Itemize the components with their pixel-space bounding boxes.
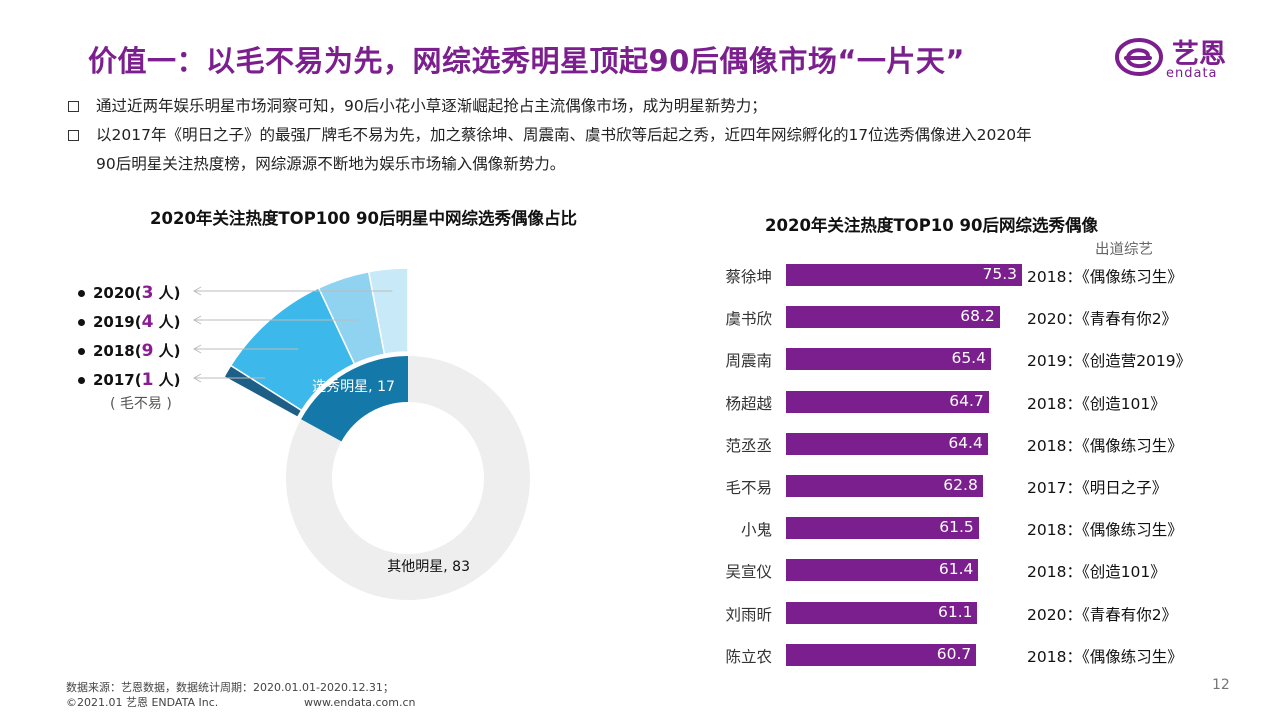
pie-slice-other	[285, 356, 530, 601]
legend-item-2017: 2017(1 人)	[78, 369, 181, 398]
bar	[786, 601, 978, 624]
square-bullet-icon	[68, 101, 79, 112]
legend-suffix: 人)	[153, 371, 181, 389]
debut-show-label: 2018：《偶像练习生》	[1027, 521, 1183, 540]
bullet-dot-icon	[78, 348, 85, 355]
bar-value-label: 61.1	[937, 602, 973, 621]
leader-arrow-icon	[192, 286, 202, 296]
bar-category-label: 吴宣仪	[725, 563, 772, 582]
legend-year: 2017(	[93, 371, 142, 389]
bar	[786, 306, 1000, 329]
column-label-debut-show: 出道综艺	[1095, 242, 1153, 258]
debut-show-label: 2019：《创造营2019》	[1027, 352, 1192, 371]
page-title: 价值一：以毛不易为先，网综选秀明星顶起90后偶像市场“一片天”	[88, 44, 965, 78]
footer: 数据来源：艺恩数据，数据统计周期：2020.01.01-2020.12.31； …	[66, 680, 416, 710]
footer-copyright: ©2021.01 艺恩 ENDATA Inc.	[66, 696, 219, 709]
footer-url: www.endata.com.cn	[304, 696, 416, 709]
bar-category-label: 刘雨昕	[725, 605, 772, 624]
legend-suffix: 人)	[153, 313, 181, 331]
bullet-dot-icon	[78, 377, 85, 384]
bar-value-label: 60.7	[936, 644, 972, 663]
logo-text-en: endata	[1166, 66, 1218, 81]
bar	[786, 517, 979, 540]
leader-arrow-icon	[192, 344, 202, 354]
bar-category-label: 虞书欣	[725, 310, 772, 329]
legend-item-2019: 2019(4 人)	[78, 311, 181, 340]
debut-show-label: 2020：《青春有你2》	[1027, 605, 1178, 624]
debut-show-label: 2018：《偶像练习生》	[1027, 647, 1183, 666]
debut-show-label: 2018：《创造101》	[1027, 563, 1166, 582]
bar-value-label: 64.4	[948, 433, 983, 452]
bar-category-label: 蔡徐坤	[725, 268, 772, 286]
legend-count: 3	[141, 283, 154, 303]
bar	[786, 559, 979, 582]
bar-value-label: 65.4	[951, 349, 986, 368]
square-bullet-icon	[68, 130, 79, 141]
bar-category-label: 周震南	[725, 352, 772, 371]
endata-logo: 艺恩 endata	[1114, 32, 1244, 82]
bullet-text-continued: 90后明星关注热度榜，网综源源不断地为娱乐市场输入偶像新势力。	[96, 155, 566, 173]
bar	[786, 432, 988, 455]
endata-logo-icon	[1115, 38, 1163, 76]
legend-year: 2018(	[93, 342, 142, 360]
page-number: 12	[1212, 677, 1230, 693]
debut-show-label: 2018：《创造101》	[1027, 394, 1166, 413]
debut-show-label: 2018：《偶像练习生》	[1027, 268, 1183, 286]
leader-arrow-icon	[192, 315, 202, 325]
bullet-dot-icon	[78, 319, 85, 326]
bar	[786, 390, 989, 413]
bullet-dot-icon	[78, 290, 85, 297]
legend-year: 2019(	[93, 313, 142, 331]
bullet-text: 通过近两年娱乐明星市场洞察可知，90后小花小草逐渐崛起抢占主流偶像市场，成为明星…	[96, 97, 767, 115]
leader-arrow-icon	[192, 373, 202, 383]
debut-show-label: 2020：《青春有你2》	[1027, 310, 1178, 329]
bullet-text: 以2017年《明日之子》的最强厂牌毛不易为先，加之蔡徐坤、周震南、虞书欣等后起之…	[96, 126, 1032, 144]
bar-category-label: 小鬼	[740, 521, 772, 540]
bar-value-label: 64.7	[949, 391, 984, 410]
bar	[786, 643, 977, 666]
breakdown-slice-2020	[367, 267, 409, 356]
breakdown-slice-2019	[317, 270, 386, 365]
legend-item-2018: 2018(9 人)	[78, 340, 181, 369]
bar	[786, 348, 991, 371]
bullet-list: 通过近两年娱乐明星市场洞察可知，90后小花小草逐渐崛起抢占主流偶像市场，成为明星…	[66, 92, 1246, 179]
bullet-item: 通过近两年娱乐明星市场洞察可知，90后小花小草逐渐崛起抢占主流偶像市场，成为明星…	[66, 92, 1246, 121]
legend-count: 4	[141, 312, 154, 332]
legend-count: 1	[141, 370, 154, 390]
bar-category-label: 范丞丞	[725, 436, 772, 455]
bar-value-label: 61.5	[939, 518, 974, 537]
legend-suffix: 人)	[153, 342, 181, 360]
legend-suffix: 人)	[153, 284, 181, 302]
bar	[786, 475, 983, 497]
bar-chart-title: 2020年关注热度TOP10 90后网综选秀偶像	[765, 216, 1098, 235]
bar-category-label: 杨超越	[725, 394, 772, 413]
pie-chart-title: 2020年关注热度TOP100 90后明星中网综选秀偶像占比	[150, 209, 577, 228]
bar-value-label: 75.3	[982, 265, 1017, 283]
logo-text-cn: 艺恩	[1172, 39, 1226, 70]
pie-legend: 2020(3 人) 2019(4 人) 2018(9 人) 2017(1 人)	[78, 282, 181, 398]
bar-category-label: 毛不易	[725, 479, 772, 497]
legend-count: 9	[141, 341, 154, 361]
bar	[786, 264, 1022, 286]
legend-item-2020: 2020(3 人)	[78, 282, 181, 311]
legend-year: 2020(	[93, 284, 142, 302]
bar-value-label: 61.4	[938, 560, 974, 579]
debut-show-label: 2017：《明日之子》	[1027, 479, 1168, 497]
bullet-item: 以2017年《明日之子》的最强厂牌毛不易为先，加之蔡徐坤、周震南、虞书欣等后起之…	[66, 121, 1246, 179]
pie-label-other: 其他明星, 83	[387, 559, 470, 575]
debut-show-label: 2018：《偶像练习生》	[1027, 436, 1183, 455]
footer-source: 数据来源：艺恩数据，数据统计周期：2020.01.01-2020.12.31；	[66, 681, 394, 694]
bar-value-label: 68.2	[960, 307, 995, 326]
legend-note: ( 毛不易 )	[110, 396, 172, 412]
bar-category-label: 陈立农	[725, 647, 772, 666]
pie-label-selected: 选秀明星, 17	[312, 379, 395, 395]
bar-value-label: 62.8	[943, 476, 978, 494]
pie-slice-selected	[301, 356, 408, 442]
